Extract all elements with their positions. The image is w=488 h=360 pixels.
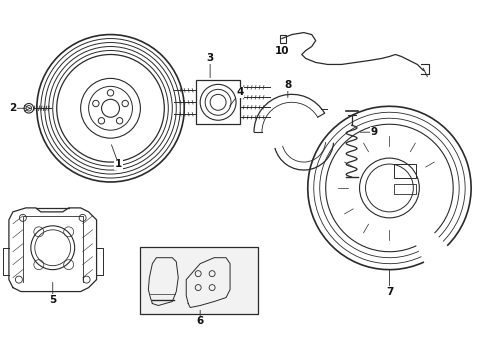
Bar bbox=[196, 80, 240, 124]
Text: 5: 5 bbox=[49, 294, 56, 305]
Text: 7: 7 bbox=[385, 287, 392, 297]
Text: 3: 3 bbox=[206, 54, 213, 63]
Text: 2: 2 bbox=[9, 103, 17, 113]
Text: 6: 6 bbox=[196, 316, 203, 327]
Text: 10: 10 bbox=[274, 45, 288, 55]
Bar bbox=[394, 164, 415, 178]
Text: 4: 4 bbox=[236, 87, 243, 97]
Text: 8: 8 bbox=[284, 80, 291, 90]
Text: 9: 9 bbox=[370, 127, 377, 137]
Bar bbox=[279, 35, 285, 42]
Text: 1: 1 bbox=[115, 159, 122, 169]
Bar bbox=[140, 247, 258, 315]
Bar bbox=[394, 184, 415, 194]
